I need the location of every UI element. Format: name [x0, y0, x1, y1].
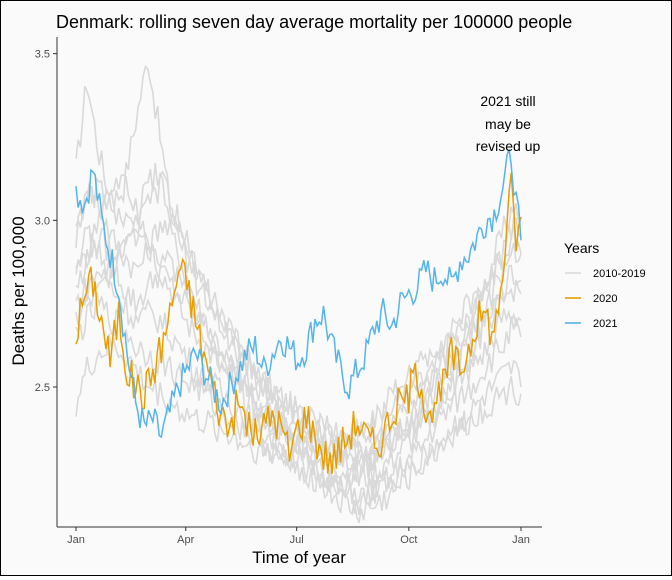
- x-axis-title: Time of year: [252, 548, 346, 567]
- x-tick-label: Oct: [400, 534, 417, 546]
- plot-area: 2.5 3.0 3.5 Jan Apr Jul Oct Jan: [35, 37, 542, 546]
- background-series-line-10: [75, 163, 522, 469]
- series-2021-line: [75, 149, 522, 439]
- annotation-line-2: may be: [485, 116, 531, 132]
- legend-label: 2020: [593, 293, 617, 305]
- annotation: 2021 still may be revised up: [476, 93, 541, 154]
- legend-title: Years: [564, 240, 599, 256]
- series-2020-line: [75, 172, 522, 475]
- y-axis-title: Deaths per 100,000: [9, 216, 28, 365]
- x-tick-label: Jul: [290, 534, 304, 546]
- annotation-line-1: 2021 still: [480, 93, 535, 109]
- legend: Years 2010-2019 2020 2021: [564, 240, 646, 332]
- x-tick-label: Jan: [512, 534, 530, 546]
- y-tick-label: 3.0: [35, 215, 50, 227]
- y-tick-label: 3.5: [35, 49, 50, 61]
- x-tick-label: Apr: [177, 534, 194, 546]
- y-ticks: 2.5 3.0 3.5: [35, 49, 57, 394]
- legend-label: 2010-2019: [593, 268, 646, 280]
- highlight-series-group: [75, 149, 522, 475]
- x-ticks: Jan Apr Jul Oct Jan: [67, 527, 530, 546]
- x-tick-label: Jan: [67, 534, 85, 546]
- background-series-line-6: [75, 333, 522, 507]
- legend-label: 2021: [593, 318, 617, 330]
- background-series-line-1: [75, 64, 522, 465]
- chart-title: Denmark: rolling seven day average morta…: [56, 12, 572, 32]
- annotation-line-3: revised up: [476, 138, 541, 154]
- y-tick-label: 2.5: [35, 382, 50, 394]
- background-series-line-9: [75, 228, 522, 489]
